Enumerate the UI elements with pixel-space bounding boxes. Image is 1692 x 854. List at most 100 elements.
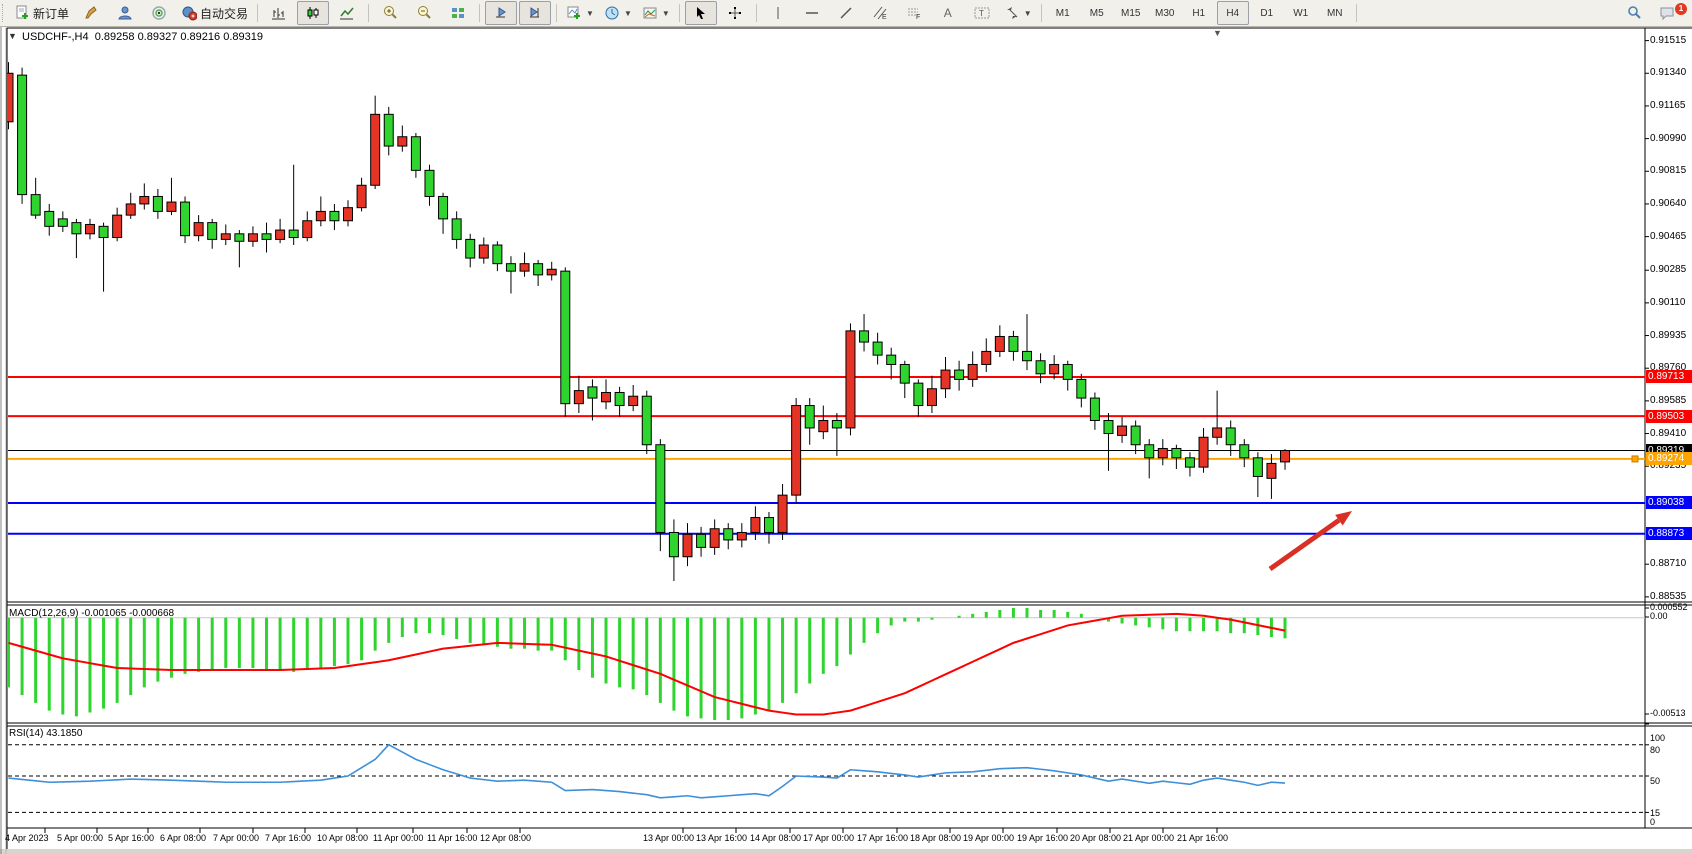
equidistant-channel-tool-button[interactable]: E <box>864 1 896 25</box>
autotrading-button[interactable]: 自动交易 <box>177 1 252 25</box>
price-axis-label: 0.89585 <box>1650 394 1687 406</box>
horizontal-line-tool-button[interactable] <box>796 1 828 25</box>
toolbar-separator <box>556 4 558 22</box>
macd-axis-label: -0.00513 <box>1650 708 1686 718</box>
time-axis-label: 18 Apr 08:00 <box>910 833 962 843</box>
price-axis-label: 0.88710 <box>1650 558 1687 570</box>
indicators-icon <box>566 5 582 21</box>
rsi-axis-label: 50 <box>1650 776 1661 786</box>
chevron-down-icon[interactable]: ▼ <box>1023 8 1032 18</box>
time-axis-label: 13 Apr 16:00 <box>696 833 748 843</box>
candlestick-chart-button[interactable] <box>297 1 330 25</box>
vertical-line-tool-button[interactable] <box>762 1 794 25</box>
time-axis-label: 6 Apr 08:00 <box>160 833 207 843</box>
chevron-down-icon[interactable]: ▼ <box>623 8 632 18</box>
time-axis-label: 13 Apr 00:00 <box>643 833 695 843</box>
time-axis-label: 19 Apr 16:00 <box>1017 833 1069 843</box>
text-label-tool-button[interactable]: T <box>966 1 998 25</box>
timeframe-m1-button[interactable]: M1 <box>1055 7 1070 19</box>
price-line-badge: 0.88873 <box>1646 527 1692 541</box>
toolbar-separator <box>755 4 757 22</box>
tile-windows-button[interactable] <box>442 1 474 25</box>
text-label-icon: T <box>973 5 991 21</box>
chevron-down-icon[interactable]: ▼ <box>586 8 594 18</box>
time-axis-label: 4 Apr 2023 <box>5 833 49 843</box>
timeframe-d1-button[interactable]: D1 <box>1260 7 1274 19</box>
toolbar-separator <box>479 4 481 22</box>
channel-icon: E <box>872 5 888 21</box>
auto-scroll-button[interactable] <box>485 1 518 25</box>
rsi-axis-label: 100 <box>1650 733 1666 743</box>
new-order-button[interactable]: 新订单 <box>10 1 73 25</box>
new-order-label: 新订单 <box>33 6 70 21</box>
profile-icon <box>117 5 133 21</box>
chart-shift-button[interactable] <box>519 1 552 25</box>
timeframe-h1-button[interactable]: H1 <box>1192 7 1206 19</box>
chart-menu-triangle-icon[interactable]: ▼ <box>8 31 17 41</box>
toolbar-separator <box>1040 4 1042 22</box>
time-axis-label: 17 Apr 00:00 <box>803 833 855 843</box>
price-line-badge: 0.89503 <box>1646 409 1692 423</box>
timeframe-w1-button[interactable]: W1 <box>1293 7 1309 19</box>
search-button[interactable] <box>1618 1 1650 25</box>
templates-button[interactable]: ▼ <box>638 1 674 25</box>
rsi-axis-label: 0 <box>1650 817 1656 827</box>
cursor-tool-button[interactable] <box>684 1 717 25</box>
crayon-tool-button[interactable] <box>75 1 107 25</box>
toolbar-separator <box>368 4 370 22</box>
price-axis-label: 0.91340 <box>1650 67 1687 79</box>
chat-bubble-icon <box>1659 5 1677 21</box>
chevron-down-icon[interactable]: ▼ <box>661 8 670 18</box>
timeframe-mn-button[interactable]: MN <box>1326 7 1343 19</box>
indicators-button[interactable]: ▼ <box>562 1 598 25</box>
timeframe-m5-button[interactable]: M5 <box>1089 7 1104 19</box>
periods-button[interactable]: ▼ <box>600 1 636 25</box>
timeframe-m15-button[interactable]: M15 <box>1120 7 1141 19</box>
trendline-icon <box>838 5 854 21</box>
main-toolbar: 新订单 自动交易 ▼ ▼ ▼ E F A T ▼ <box>0 0 1692 27</box>
notifications-button[interactable]: 1 <box>1652 1 1687 25</box>
trendline-tool-button[interactable] <box>830 1 862 25</box>
search-icon <box>1626 5 1642 21</box>
chart-shift-icon <box>527 5 543 21</box>
text-tool-icon: A <box>943 6 952 20</box>
price-line-badge: 0.89274 <box>1646 452 1692 466</box>
line-chart-button[interactable] <box>331 1 363 25</box>
zoom-out-button[interactable] <box>408 1 440 25</box>
time-axis-label: 5 Apr 16:00 <box>108 833 155 843</box>
svg-text:E: E <box>882 14 887 21</box>
clock-icon <box>604 5 620 21</box>
time-axis-label: 20 Apr 08:00 <box>1070 833 1122 843</box>
candlestick-chart-icon <box>305 5 321 21</box>
price-axis-label: 0.90285 <box>1650 264 1687 276</box>
time-axis-label: 10 Apr 08:00 <box>317 833 369 843</box>
signal-icon <box>151 5 167 21</box>
price-axis-label: 0.90990 <box>1650 132 1687 144</box>
profile-button[interactable] <box>109 1 141 25</box>
autotrading-label: 自动交易 <box>200 6 249 21</box>
auto-scroll-icon <box>493 5 509 21</box>
zoom-in-button[interactable] <box>374 1 406 25</box>
crosshair-tool-button[interactable] <box>719 1 751 25</box>
fibonacci-tool-button[interactable]: F <box>898 1 930 25</box>
rsi-axis-label: 80 <box>1650 745 1661 755</box>
arrows-tool-button[interactable]: ▼ <box>1000 1 1036 25</box>
time-axis-label: 17 Apr 16:00 <box>857 833 909 843</box>
price-axis-label: 0.90465 <box>1650 230 1687 242</box>
price-axis-label: 0.91515 <box>1650 34 1687 46</box>
price-axis-label: 0.91165 <box>1650 99 1686 111</box>
timeframe-h4-button[interactable]: H4 <box>1216 1 1249 25</box>
signal-button[interactable] <box>143 1 175 25</box>
bar-chart-button[interactable] <box>263 1 295 25</box>
timeframe-m30-button[interactable]: M30 <box>1154 7 1175 19</box>
chart-title-ohlc: 0.89258 0.89327 0.89216 0.89319 <box>94 31 263 43</box>
time-axis-label: 7 Apr 16:00 <box>265 833 312 843</box>
line-chart-icon <box>339 5 355 21</box>
time-axis-label: 14 Apr 08:00 <box>750 833 802 843</box>
text-tool-button[interactable]: A <box>932 1 964 25</box>
chart-shift-marker-icon[interactable]: ▼ <box>1213 28 1222 38</box>
rsi-indicator-label: RSI(14) 43.1850 <box>9 728 83 739</box>
new-order-icon <box>14 5 30 21</box>
